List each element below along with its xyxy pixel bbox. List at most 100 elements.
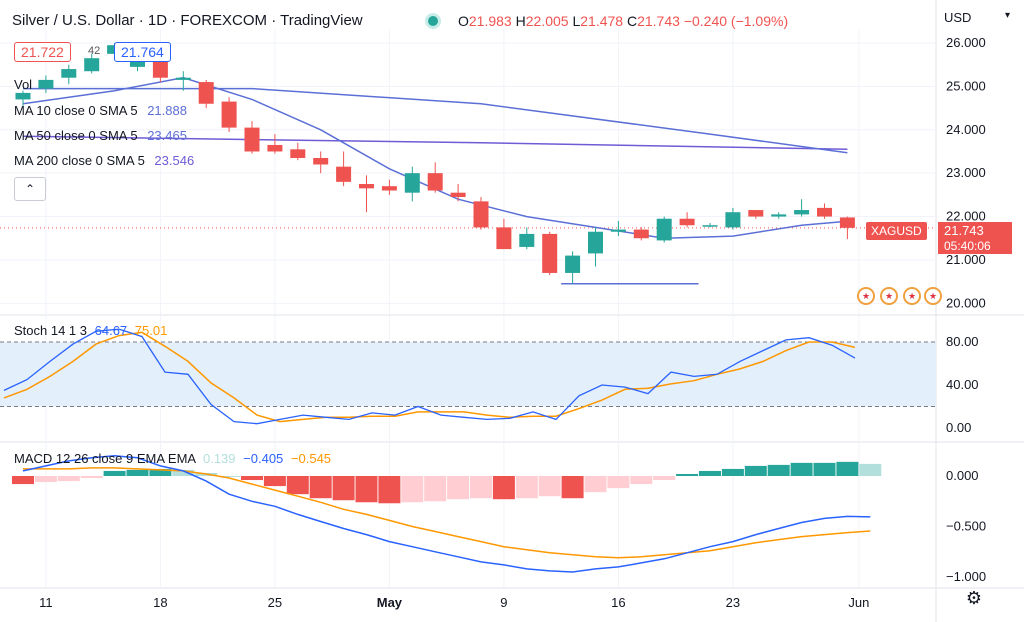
macd-histogram-bar (263, 476, 286, 487)
stoch-tick-label: 40.00 (946, 377, 979, 392)
ma200-legend[interactable]: MA 200 close 0 SMA 5 23.546 (14, 153, 194, 168)
candle-body (839, 217, 855, 228)
candle-body (473, 201, 489, 228)
macd-histogram-bar (584, 476, 607, 493)
candle-body (656, 218, 672, 241)
candle-body (702, 225, 718, 227)
us-flag-icon[interactable]: ★ (857, 287, 875, 305)
macd-histogram-bar (309, 476, 332, 499)
candle-body (748, 210, 764, 217)
time-tick-label: May (377, 595, 403, 610)
candle-body (38, 79, 54, 89)
macd-histogram-bar (172, 469, 195, 476)
macd-histogram-bar (126, 469, 149, 476)
time-tick-label: 9 (500, 595, 507, 610)
macd-histogram-bar (286, 476, 309, 495)
gear-icon[interactable]: ⚙ (965, 588, 983, 608)
price-tick-label: 26.000 (946, 35, 986, 50)
candle-body (565, 255, 581, 273)
symbol-price-tag: XAGUSD (866, 222, 927, 240)
currency-selector[interactable]: USD ▾ (944, 10, 1014, 25)
ma200-line (22, 135, 848, 151)
macd-histogram-bar (721, 468, 744, 476)
macd-histogram-bar (859, 463, 882, 476)
buy-price-box[interactable]: 21.764 (114, 42, 171, 62)
ohlc-readout: O21.983 H22.005 L21.478 C21.743 −0.240 (… (458, 13, 788, 29)
macd-histogram-bar (813, 462, 836, 476)
change-value: −0.240 (−1.09%) (683, 13, 789, 29)
candle-body (313, 157, 329, 165)
macd-tick-label: −1.000 (946, 569, 986, 584)
candle-body (15, 92, 31, 100)
ma10-legend[interactable]: MA 10 close 0 SMA 5 21.888 (14, 103, 187, 118)
stoch-legend[interactable]: Stoch 14 1 3 64.67 75.01 (14, 323, 167, 338)
chevron-down-icon: ▾ (1004, 10, 1010, 21)
candle-body (519, 233, 535, 247)
candle-body (84, 58, 100, 72)
candle-body (404, 173, 420, 193)
stoch-k-value: 64.67 (94, 323, 128, 338)
macd-histogram-bar (744, 465, 767, 476)
price-tick-label: 22.000 (946, 209, 986, 224)
candle-body (450, 192, 466, 198)
macd-legend[interactable]: MACD 12 26 close 9 EMA EMA 0.139 −0.405 … (14, 451, 331, 466)
collapse-legend-button[interactable]: ⌃ (14, 177, 46, 201)
stoch-tick-label: 0.00 (946, 420, 971, 435)
macd-histogram-bar (12, 476, 34, 485)
macd-histogram-bar (676, 473, 699, 476)
candle-body (427, 173, 443, 191)
macd-histogram-bar (447, 476, 470, 500)
candle-body (633, 229, 649, 239)
macd-histogram-bar (332, 476, 355, 501)
macd-histogram-bar (80, 476, 103, 479)
stoch-d-line (3, 331, 856, 423)
price-tick-label: 20.000 (946, 295, 986, 310)
macd-line-value: −0.405 (243, 451, 284, 466)
macd-histogram-bar (149, 468, 172, 476)
candle-body (221, 101, 237, 128)
high-label: H (515, 13, 526, 29)
ma10-label: MA 10 close 0 SMA 5 (14, 103, 138, 118)
candle-body (588, 231, 603, 254)
time-tick-label: 23 (726, 595, 740, 610)
candle-body (817, 207, 832, 217)
candle-body (359, 184, 374, 189)
macd-histogram-bar (561, 476, 584, 499)
candle-body (610, 229, 626, 232)
macd-histogram-bar (34, 476, 57, 483)
ma50-label: MA 50 close 0 SMA 5 (14, 128, 138, 143)
ma50-line (23, 87, 848, 154)
candle-body (725, 212, 741, 228)
time-tick-label: Jun (848, 595, 869, 610)
macd-histogram-bar (378, 476, 401, 504)
candle-body (244, 127, 260, 152)
macd-histogram-bar (767, 464, 790, 476)
candle-body (542, 233, 558, 273)
us-flag-icon[interactable]: ★ (880, 287, 898, 305)
stoch-label: Stoch 14 1 3 (14, 323, 87, 338)
live-dot-icon (428, 16, 438, 26)
candle-body (381, 186, 397, 191)
candle-body (267, 144, 283, 152)
sell-price-box[interactable]: 21.722 (14, 42, 71, 62)
us-flag-icon[interactable]: ★ (924, 287, 942, 305)
ma10-value: 21.888 (147, 103, 187, 118)
ma200-label: MA 200 close 0 SMA 5 (14, 153, 145, 168)
ma50-legend[interactable]: MA 50 close 0 SMA 5 23.465 (14, 128, 187, 143)
volume-legend[interactable]: Vol (14, 77, 33, 92)
bar-countdown: 05:40:06 (938, 238, 1012, 254)
close-label: C (626, 13, 638, 29)
price-tick-label: 24.000 (946, 122, 986, 137)
macd-histogram-bar (538, 476, 561, 497)
macd-signal-line (23, 467, 871, 559)
time-tick-label: 11 (39, 595, 53, 610)
macd-histogram-bar (218, 476, 241, 477)
candle-body (679, 218, 695, 226)
macd-signal-value: −0.545 (290, 451, 332, 466)
currency-label: USD (944, 10, 972, 25)
close-value: 21.743 (637, 13, 680, 29)
macd-histogram-bar (699, 470, 721, 476)
macd-tick-label: 0.000 (946, 468, 979, 483)
us-flag-icon[interactable]: ★ (903, 287, 921, 305)
